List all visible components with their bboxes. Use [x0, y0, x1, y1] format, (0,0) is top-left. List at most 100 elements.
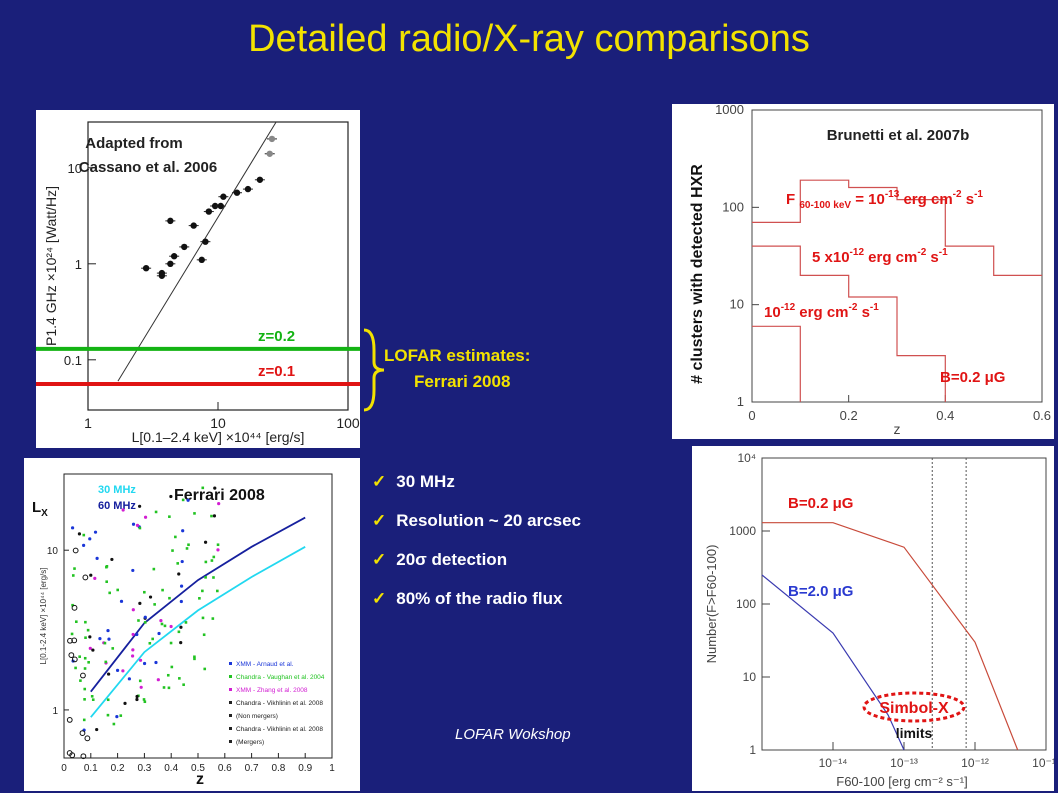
x-axis-label: F60-100 [erg cm⁻² s⁻¹] [836, 774, 967, 789]
sample-point [211, 617, 215, 620]
sample-point [143, 700, 147, 704]
sample-point [171, 549, 174, 552]
legend-label: Chandra - Vaughan et al. 2004 [236, 674, 325, 681]
sample-point [82, 574, 89, 581]
sample-point [83, 687, 87, 691]
sample-point [184, 621, 188, 624]
sample-point [119, 714, 123, 717]
sample-point [84, 636, 87, 640]
sample-point [216, 543, 220, 547]
bullet-text: 80% of the radio flux [396, 589, 563, 608]
x-tick-label: 0.6 [218, 763, 232, 774]
sample-point [198, 597, 201, 600]
sample-point [103, 641, 107, 645]
sample-point [104, 660, 108, 664]
x-tick-label: 10⁻¹² [961, 756, 989, 770]
lx-z-panel: 0 0.1 0.2 0.3 0.4 0.5 0.6 0.7 0.8 0.9 1 1 10 z L[0.1-2… [24, 458, 360, 791]
sample-point [186, 498, 190, 502]
sample-point [138, 658, 143, 662]
legend-label: Chandra - Vikhlinin et al. 2008 [236, 726, 323, 733]
x-tick-label: 0.2 [111, 763, 125, 774]
sample-point [88, 646, 92, 650]
x-tick-label: 0.3 [137, 763, 151, 774]
sample-point [72, 547, 79, 554]
simbol-marker [862, 691, 966, 723]
sample-point [115, 715, 119, 719]
legend-curve-label: 30 MHz [98, 484, 136, 496]
x-tick-label: 0.2 [840, 408, 858, 423]
series-line [761, 574, 905, 751]
sample-point [151, 637, 154, 641]
sample-point [138, 601, 142, 605]
sample-point [179, 599, 183, 604]
annotation: Cassano et al. 2006 [79, 159, 217, 176]
legend-curve-label: 60 MHz [98, 500, 136, 512]
data-point [181, 243, 188, 251]
sample-point [82, 543, 86, 547]
sample-point [83, 667, 87, 670]
sample-point [176, 562, 180, 565]
sample-point [131, 608, 135, 612]
sample-point [112, 722, 116, 726]
annotation: Ferrari 2008 [174, 487, 265, 504]
sample-point [89, 573, 93, 577]
sample-point [193, 655, 196, 659]
series-line [752, 245, 946, 402]
x-axis-label: z [196, 771, 204, 788]
y-tick-label: 100 [722, 199, 744, 214]
sample-point [105, 565, 108, 569]
sample-point [123, 701, 127, 706]
sample-point [153, 603, 156, 606]
sample-point [210, 559, 214, 562]
model-curve [90, 546, 306, 718]
sample-point [212, 576, 215, 579]
y-tick-label: 1 [737, 394, 744, 409]
sample-point [137, 619, 140, 622]
sample-point [95, 556, 99, 561]
sample-point [105, 580, 108, 584]
x-tick-label: 0.4 [164, 763, 178, 774]
x-tick-label: 1 [84, 415, 92, 431]
legend-label: XMM - Zhang et al. 2008 [236, 687, 308, 694]
sample-point [143, 615, 147, 619]
data-point [266, 150, 273, 157]
sample-point [212, 555, 216, 559]
check-icon: ✓ [372, 511, 387, 530]
bracket [363, 328, 385, 412]
sample-point [185, 547, 189, 550]
check-icon: ✓ [372, 550, 387, 569]
sample-point [107, 637, 111, 641]
model-curve [90, 516, 306, 693]
x-tick-label: 0.6 [1033, 408, 1051, 423]
sample-point [143, 621, 147, 624]
sample-point [154, 510, 158, 514]
sample-point [138, 679, 142, 683]
x-tick-label: 0 [748, 408, 755, 423]
y-tick-label: 100 [736, 597, 756, 611]
sample-point [82, 718, 86, 722]
sample-point [111, 647, 115, 650]
sample-point [169, 494, 173, 499]
sample-point [142, 661, 147, 666]
sample-point [157, 631, 161, 636]
sample-point [168, 596, 171, 600]
hxr-chart: 0 0.2 0.4 0.6 1 10 100 1000 z # clusters with det… [689, 104, 1051, 437]
number-flux-chart: 10⁻¹⁴ 10⁻¹³ 10⁻¹² 10⁻¹¹ 1 10 100 1000 10⁴ F60-100… [704, 451, 1054, 789]
legend-label: Chandra - Vikhlinin et al. 2008 [236, 700, 323, 707]
legend-label: XMM - Arnaud et al. [236, 661, 294, 668]
sample-point [78, 655, 81, 658]
series-label-1: F 60-100 keV = 10-13 erg cm-2 s-1 [786, 189, 983, 211]
bullet-3: ✓ 20σ detection [372, 550, 507, 570]
sample-point [71, 604, 78, 611]
series-label: B=2.0 μG [788, 583, 853, 600]
sample-point [98, 637, 102, 641]
sample-point [204, 560, 208, 564]
sample-point [156, 678, 160, 682]
y-axis-label: L[0.1-2.4 keV] ×10⁴⁴ [erg/s] [39, 568, 48, 665]
x-tick-label: 0.8 [271, 763, 285, 774]
y-tick-label: 10⁴ [737, 451, 756, 465]
data-point [142, 264, 150, 272]
sample-point [130, 654, 135, 658]
sample-point [106, 713, 110, 717]
